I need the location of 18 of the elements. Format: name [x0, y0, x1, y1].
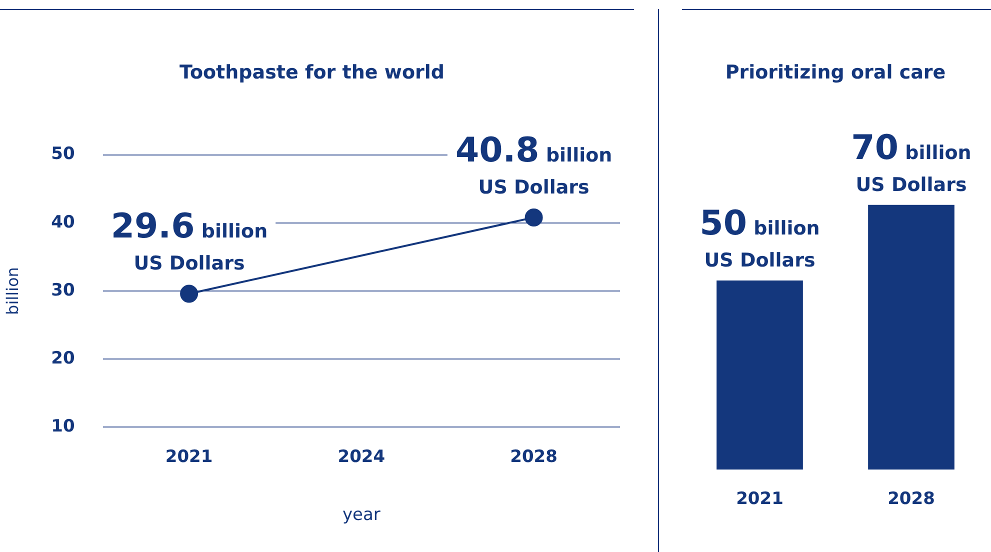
y-tick-label: 10	[51, 416, 76, 437]
data-label: 29.6 billion US Dollars	[110, 206, 268, 275]
x-tick-label: 2028	[510, 446, 558, 467]
x-axis-title: year	[342, 505, 380, 526]
data-label: 50 billion US Dollars	[700, 203, 820, 272]
y-tick-label: 40	[51, 212, 76, 232]
x-tick-label: 2028	[888, 489, 935, 510]
x-tick-label: 2021	[165, 446, 213, 467]
data-label: 70 billion US Dollars	[851, 128, 972, 196]
y-tick-label: 50	[51, 144, 76, 164]
chart-title: Prioritizing oral care	[725, 61, 946, 84]
y-tick-label: 30	[51, 280, 76, 300]
y-tick-label: 20	[51, 348, 76, 369]
y-axis-title: billion	[2, 267, 22, 315]
x-tick-label: 2024	[338, 446, 386, 467]
chart-title: Toothpaste for the world	[180, 61, 444, 84]
x-tick-label: 2021	[736, 489, 784, 510]
data-label: 40.8 billion US Dollars	[455, 130, 612, 198]
